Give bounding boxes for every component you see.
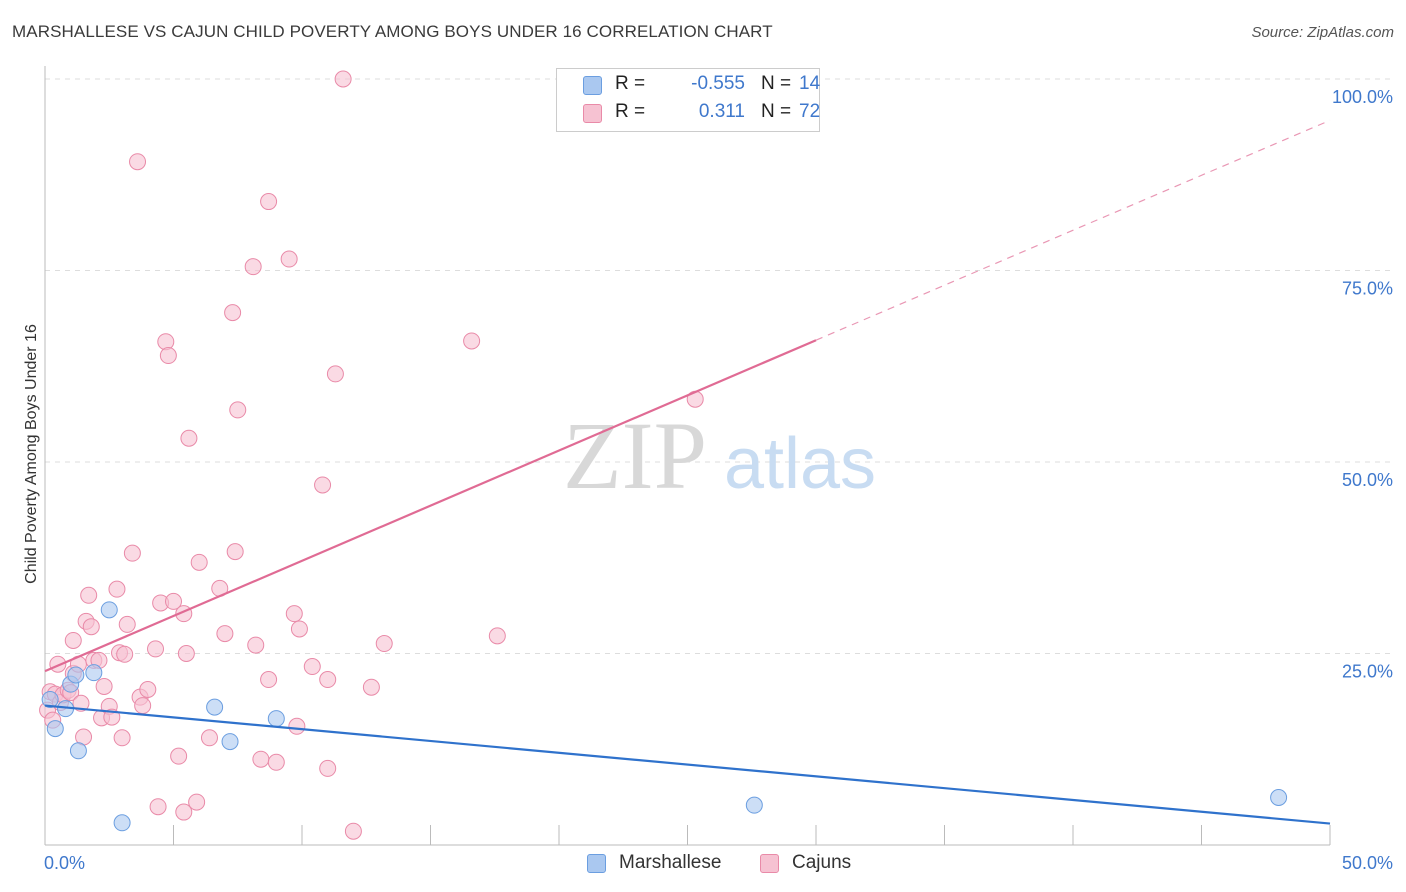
cajun-point (175, 803, 193, 821)
axes (44, 66, 1331, 846)
legend-r-value: -0.555 (691, 73, 745, 94)
cajun-point (280, 250, 298, 268)
cajun-point (216, 625, 234, 643)
cajun-point (159, 347, 177, 365)
y-axis-label: Child Poverty Among Boys Under 16 (23, 324, 40, 584)
cajun-point (118, 615, 136, 633)
cajun-point (165, 592, 182, 610)
cajun-trend-extension (815, 119, 1331, 341)
cajun-point (375, 635, 393, 653)
cajun-point (267, 753, 285, 771)
cajun-point (82, 618, 100, 636)
watermark-atlas: atlas (724, 424, 876, 504)
cajun-point (95, 677, 113, 695)
cajun-point (188, 793, 206, 811)
trend-lines (44, 119, 1331, 825)
cajun-point (314, 476, 332, 494)
cajun-point (200, 729, 218, 747)
cajun-point (113, 729, 131, 747)
cajun-point (116, 645, 134, 663)
cajun-point (326, 365, 344, 383)
cajun-point (134, 697, 152, 715)
cajun-point (80, 586, 98, 604)
x-tick-label: 50.0% (1342, 853, 1393, 873)
marshallese-point (267, 710, 285, 728)
watermark: ZIP atlas (563, 402, 876, 509)
cajun-point (108, 580, 126, 598)
bottom-legend-cajuns-label: Cajuns (792, 852, 852, 873)
cajun-point (288, 717, 306, 735)
legend-n-label: N = (761, 101, 792, 122)
cajun-swatch (583, 104, 602, 123)
cajun-point (334, 70, 352, 88)
marshallese-point (1270, 789, 1288, 807)
cajun-point (247, 636, 265, 654)
cajun-point (319, 759, 337, 777)
marshallese-point (69, 742, 87, 760)
y-tick-label: 25.0% (1342, 662, 1393, 682)
cajun-point (260, 193, 278, 211)
cajun-point (362, 678, 380, 696)
cajun-point (224, 304, 242, 322)
marshallese-points (41, 601, 1288, 832)
marshallese-point (745, 796, 763, 814)
cajun-point (190, 553, 208, 571)
x-tick-label: 0.0% (44, 853, 85, 873)
cajun-point (463, 332, 481, 350)
cajun-point (344, 822, 362, 840)
cajun-point (157, 333, 175, 351)
marshallese-point (46, 720, 64, 738)
cajun-point (303, 658, 321, 676)
cajun-point (319, 671, 337, 689)
source-label: Source: ZipAtlas.com (1251, 24, 1394, 41)
cajun-point (139, 681, 157, 699)
cajun-point (226, 543, 244, 561)
marshallese-point (41, 690, 59, 708)
cajun-point (260, 671, 278, 689)
marshallese-swatch (587, 854, 606, 873)
legend-r-label: R = (615, 101, 646, 122)
marshallese-point (85, 664, 103, 682)
correlation-legend: R = -0.555 N = 14 R = 0.311 N = 72 (556, 68, 820, 132)
grid-lines (45, 78, 1390, 654)
y-tick-label: 75.0% (1342, 279, 1393, 299)
marshallese-point (113, 814, 131, 832)
cajun-point (229, 401, 247, 419)
cajun-point (180, 429, 198, 447)
marshallese-point (206, 698, 224, 716)
cajun-point (252, 750, 270, 768)
watermark-zip: ZIP (563, 402, 707, 509)
cajun-point (290, 620, 308, 638)
cajun-swatch (760, 854, 779, 873)
tick-labels: 25.0% 50.0% 75.0% 100.0% 0.0% 50.0% (44, 87, 1393, 873)
legend-r-value: 0.311 (698, 101, 745, 122)
y-tick-label: 50.0% (1342, 470, 1393, 490)
marshallese-trend-line (44, 704, 1331, 825)
marshallese-point (67, 666, 85, 684)
cajun-point (129, 153, 147, 171)
bottom-legend-marshallese-label: Marshallese (619, 852, 722, 873)
legend-n-value: 72 (799, 101, 821, 122)
cajun-point (123, 544, 141, 562)
cajun-point (244, 258, 262, 276)
legend-r-label: R = (615, 73, 646, 94)
cajun-points (39, 70, 704, 840)
chart-title: MARSHALLESE VS CAJUN CHILD POVERTY AMONG… (12, 22, 773, 41)
cajun-point (147, 640, 165, 658)
cajun-point (170, 747, 188, 765)
y-tick-label: 100.0% (1332, 87, 1393, 107)
marshallese-swatch (583, 76, 602, 95)
legend-n-label: N = (761, 73, 792, 94)
cajun-point (177, 645, 195, 662)
cajun-point (285, 605, 303, 623)
marshallese-point (221, 733, 239, 751)
legend-n-value: 14 (799, 73, 821, 94)
marshallese-point (100, 601, 118, 619)
cajun-trend-line (44, 339, 817, 673)
cajun-point (149, 798, 167, 816)
cajun-point (488, 627, 506, 645)
cajun-point (64, 631, 82, 649)
cajun-point (72, 694, 90, 712)
